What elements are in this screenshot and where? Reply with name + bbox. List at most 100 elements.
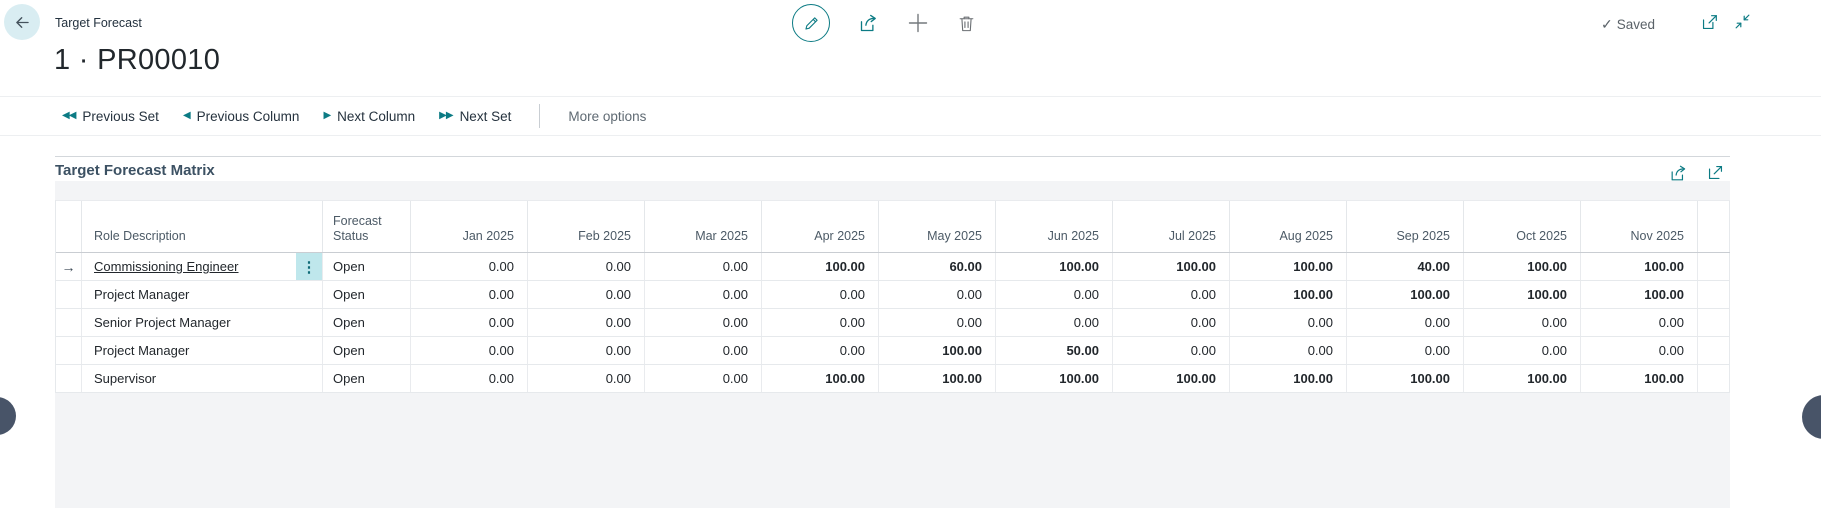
back-button[interactable]	[4, 4, 40, 40]
column-header-month[interactable]: Nov 2025	[1581, 201, 1698, 252]
forecast-status-cell[interactable]: Open	[323, 253, 411, 280]
open-in-new-window-button[interactable]	[1701, 14, 1718, 31]
role-description-cell[interactable]: Project Manager	[82, 281, 323, 308]
delete-button[interactable]	[957, 14, 976, 33]
table-row[interactable]: Project Manager Open 0.00 0.00 0.00 0.00 100.0…	[56, 337, 1730, 365]
forecast-value-cell[interactable]: 0.00	[411, 337, 528, 364]
forecast-value-cell[interactable]: 0.00	[645, 309, 762, 336]
forecast-value-cell[interactable]: 100.00	[1347, 281, 1464, 308]
forecast-value-cell[interactable]: 0.00	[1113, 281, 1230, 308]
column-header-month[interactable]: Aug 2025	[1230, 201, 1347, 252]
forecast-value-cell[interactable]: 0.00	[1581, 337, 1698, 364]
column-header-month[interactable]: Jan 2025	[411, 201, 528, 252]
column-header-month[interactable]: Mar 2025	[645, 201, 762, 252]
forecast-status-cell[interactable]: Open	[323, 281, 411, 308]
role-description-text[interactable]: Project Manager	[94, 287, 190, 302]
forecast-value-cell[interactable]: 0.00	[762, 337, 879, 364]
forecast-value-cell[interactable]: 100.00	[1230, 365, 1347, 392]
forecast-value-cell[interactable]: 100.00	[1581, 365, 1698, 392]
matrix-expand-button[interactable]	[1707, 164, 1724, 183]
row-menu-ellipsis-button[interactable]: ⋮	[296, 253, 322, 280]
forecast-value-cell[interactable]: 50.00	[996, 337, 1113, 364]
previous-set-button[interactable]: ◀◀ Previous Set	[62, 109, 159, 124]
forecast-value-cell[interactable]: 100.00	[996, 253, 1113, 280]
forecast-value-cell[interactable]: 0.00	[645, 253, 762, 280]
forecast-value-cell[interactable]: 0.00	[1347, 309, 1464, 336]
forecast-value-cell[interactable]: 0.00	[411, 281, 528, 308]
edit-button[interactable]	[792, 4, 830, 42]
forecast-value-cell[interactable]: 0.00	[411, 309, 528, 336]
role-description-text[interactable]: Project Manager	[94, 343, 190, 358]
forecast-status-cell[interactable]: Open	[323, 337, 411, 364]
new-button[interactable]	[907, 12, 929, 34]
forecast-value-cell[interactable]: 0.00	[762, 309, 879, 336]
role-description-cell[interactable]: Commissioning Engineer ⋮	[82, 253, 323, 280]
table-row[interactable]: Project Manager Open 0.00 0.00 0.00 0.00 0.00 0…	[56, 281, 1730, 309]
forecast-value-cell[interactable]: 0.00	[1230, 337, 1347, 364]
role-description-text[interactable]: Senior Project Manager	[94, 315, 231, 330]
role-description-text[interactable]: Commissioning Engineer	[94, 259, 239, 274]
matrix-share-button[interactable]	[1669, 164, 1688, 183]
forecast-value-cell[interactable]: 100.00	[1113, 253, 1230, 280]
forecast-value-cell[interactable]: 100.00	[1464, 365, 1581, 392]
role-description-cell[interactable]: Senior Project Manager	[82, 309, 323, 336]
column-header-forecast-status[interactable]: Forecast Status	[323, 201, 411, 252]
forecast-value-cell[interactable]: 60.00	[879, 253, 996, 280]
forecast-value-cell[interactable]: 0.00	[762, 281, 879, 308]
column-header-month[interactable]: Sep 2025	[1347, 201, 1464, 252]
right-edge-handle[interactable]	[1802, 395, 1821, 439]
left-edge-handle[interactable]	[0, 397, 16, 435]
forecast-value-cell[interactable]: 100.00	[879, 365, 996, 392]
forecast-value-cell[interactable]: 0.00	[1230, 309, 1347, 336]
forecast-value-cell[interactable]: 0.00	[1113, 309, 1230, 336]
forecast-value-cell[interactable]: 100.00	[1347, 365, 1464, 392]
forecast-value-cell[interactable]: 100.00	[1581, 281, 1698, 308]
forecast-value-cell[interactable]: 0.00	[528, 365, 645, 392]
role-description-cell[interactable]: Supervisor	[82, 365, 323, 392]
forecast-value-cell[interactable]: 100.00	[1113, 365, 1230, 392]
forecast-value-cell[interactable]: 100.00	[1230, 281, 1347, 308]
next-column-button[interactable]: ▶ Next Column	[323, 109, 415, 124]
forecast-value-cell[interactable]: 0.00	[528, 281, 645, 308]
forecast-value-cell[interactable]: 0.00	[411, 253, 528, 280]
forecast-value-cell[interactable]: 40.00	[1347, 253, 1464, 280]
previous-column-button[interactable]: ◀ Previous Column	[183, 109, 300, 124]
forecast-value-cell[interactable]: 0.00	[645, 337, 762, 364]
forecast-status-cell[interactable]: Open	[323, 309, 411, 336]
forecast-value-cell[interactable]: 0.00	[645, 281, 762, 308]
forecast-value-cell[interactable]: 100.00	[1464, 281, 1581, 308]
forecast-status-cell[interactable]: Open	[323, 365, 411, 392]
forecast-value-cell[interactable]: 0.00	[879, 309, 996, 336]
forecast-value-cell[interactable]: 0.00	[996, 309, 1113, 336]
column-header-month[interactable]: Oct 2025	[1464, 201, 1581, 252]
share-button[interactable]	[858, 13, 879, 34]
forecast-value-cell[interactable]: 0.00	[1464, 309, 1581, 336]
column-header-month[interactable]: Jul 2025	[1113, 201, 1230, 252]
column-header-month[interactable]: Jun 2025	[996, 201, 1113, 252]
forecast-value-cell[interactable]: 100.00	[762, 253, 879, 280]
table-row[interactable]: → Commissioning Engineer ⋮ Open 0.00 0.00 0.00…	[56, 253, 1730, 281]
forecast-value-cell[interactable]: 0.00	[1464, 337, 1581, 364]
forecast-value-cell[interactable]: 100.00	[762, 365, 879, 392]
collapse-view-button[interactable]	[1734, 13, 1751, 30]
column-header-month[interactable]: Feb 2025	[528, 201, 645, 252]
forecast-value-cell[interactable]: 0.00	[645, 365, 762, 392]
forecast-value-cell[interactable]: 0.00	[411, 365, 528, 392]
forecast-value-cell[interactable]: 0.00	[879, 281, 996, 308]
more-options-button[interactable]: More options	[568, 108, 647, 124]
forecast-value-cell[interactable]: 0.00	[528, 337, 645, 364]
forecast-value-cell[interactable]: 0.00	[996, 281, 1113, 308]
forecast-value-cell[interactable]: 100.00	[1581, 253, 1698, 280]
forecast-value-cell[interactable]: 0.00	[1581, 309, 1698, 336]
role-description-cell[interactable]: Project Manager	[82, 337, 323, 364]
column-header-month[interactable]: May 2025	[879, 201, 996, 252]
column-header-role-description[interactable]: Role Description	[82, 201, 323, 252]
forecast-value-cell[interactable]: 0.00	[1113, 337, 1230, 364]
forecast-value-cell[interactable]: 0.00	[528, 309, 645, 336]
table-row[interactable]: Supervisor Open 0.00 0.00 0.00 100.00 100.00 10…	[56, 365, 1730, 393]
forecast-value-cell[interactable]: 0.00	[528, 253, 645, 280]
forecast-value-cell[interactable]: 100.00	[879, 337, 996, 364]
next-set-button[interactable]: ▶▶ Next Set	[439, 109, 511, 124]
forecast-value-cell[interactable]: 100.00	[1464, 253, 1581, 280]
table-row[interactable]: Senior Project Manager Open 0.00 0.00 0.00 0.…	[56, 309, 1730, 337]
